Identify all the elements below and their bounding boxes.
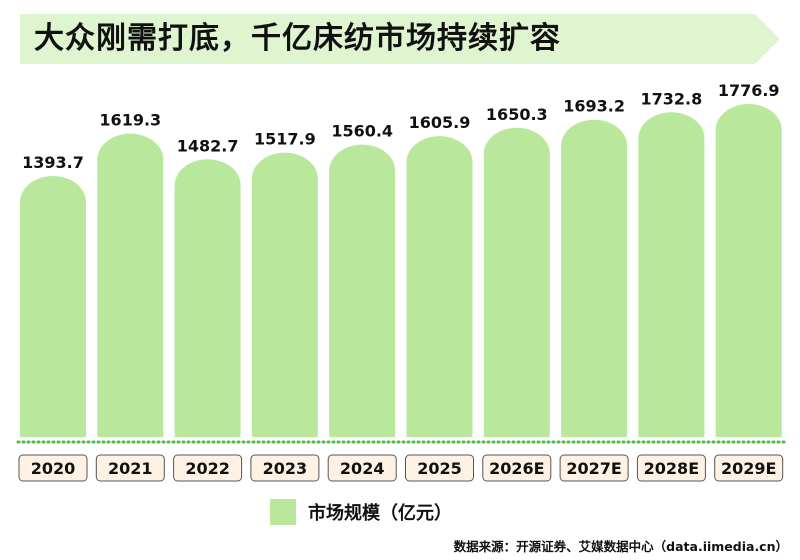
bar-2020 [20,176,86,437]
bar-2027E [561,119,628,438]
data-label-2029E: 1776.9 [718,81,780,100]
tick-label-2026E: 2026E [489,459,544,478]
tick-label-2027E: 2027E [566,459,621,478]
data-label-2024: 1560.4 [331,122,393,141]
title-banner [20,14,780,64]
data-label-2027E: 1693.2 [563,97,625,116]
bar-2026E [483,127,550,437]
data-label-2020: 1393.7 [22,153,84,172]
bar-2025 [406,136,473,437]
tick-box-2026E [482,454,552,482]
legend-swatch [270,499,296,525]
tick-label-2028E: 2028E [644,459,699,478]
data-label-2023: 1517.9 [254,130,316,149]
tick-box-2020 [18,454,88,482]
data-label-2026E: 1650.3 [486,105,548,124]
tick-box-2027E [559,454,629,482]
tick-label-2023: 2023 [263,459,308,478]
tick-box-2029E [714,454,784,482]
bar-2022 [174,159,241,437]
tick-box-2024 [327,454,397,482]
tick-box-2022 [173,454,243,482]
tick-label-2029E: 2029E [721,459,776,478]
tick-box-2025 [405,454,474,482]
data-label-2028E: 1732.8 [641,89,703,108]
data-label-2022: 1482.7 [177,136,239,155]
tick-box-2028E [636,454,706,482]
bar-2024 [329,144,396,437]
tick-box-2021 [95,454,165,482]
tick-label-2024: 2024 [340,459,385,478]
bar-2028E [638,112,705,437]
tick-label-2022: 2022 [185,459,230,478]
bar-2029E [715,104,782,437]
x-axis-tick-labels: 2020 2021 2022 2023 2024 2025 2026E 2027E 2028E 2… [18,454,784,482]
bar-2023 [251,152,318,437]
bar-2021 [97,133,164,438]
tick-label-2020: 2020 [31,459,76,478]
chart-title: 大众刚需打底，千亿床纺市场持续扩容 [34,21,561,56]
legend-label: 市场规模（亿元） [308,503,452,524]
data-labels: 1393.7 1619.3 1482.7 1517.9 1560.4 1605.9 1650… [22,81,779,172]
data-label-2025: 1605.9 [409,113,471,132]
bars [20,104,782,438]
tick-label-2021: 2021 [108,459,153,478]
data-label-2021: 1619.3 [99,111,161,130]
tick-label-2025: 2025 [417,459,462,478]
legend: 市场规模（亿元） [270,498,452,526]
tick-box-2023 [250,454,320,482]
source-note: 数据来源：开源证券、艾媒数据中心（data.iimedia.cn） [453,539,788,554]
